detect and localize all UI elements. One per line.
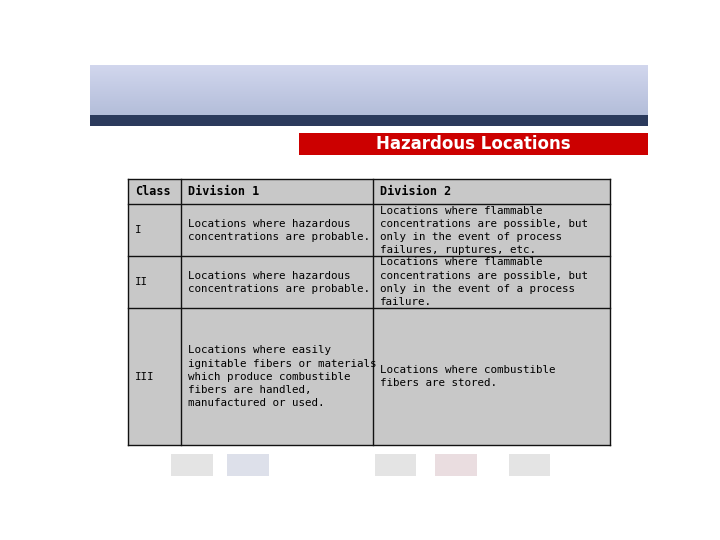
Bar	[374, 308, 610, 446]
Bar	[435, 205, 516, 256]
Bar	[90, 77, 648, 78]
Bar	[128, 308, 181, 446]
Bar	[90, 156, 648, 481]
Bar	[90, 97, 648, 98]
Text: Hazardous Locations: Hazardous Locations	[377, 135, 571, 153]
Bar	[90, 76, 648, 77]
Bar	[90, 96, 648, 97]
Bar	[90, 80, 648, 82]
Text: Locations where flammable
concentrations are possible, but
only in the event of : Locations where flammable concentrations…	[380, 206, 588, 255]
Bar	[181, 179, 374, 205]
Bar	[374, 454, 416, 476]
Bar	[90, 110, 648, 111]
Bar	[90, 94, 648, 96]
Bar	[90, 87, 648, 88]
Bar	[90, 112, 648, 113]
Bar	[374, 205, 610, 256]
Bar	[90, 113, 648, 114]
Text: III: III	[135, 372, 154, 382]
Bar	[90, 75, 648, 76]
Bar	[90, 126, 648, 133]
Text: Division 1: Division 1	[188, 185, 259, 198]
Bar	[90, 114, 648, 126]
Bar	[90, 92, 648, 93]
Bar	[181, 256, 374, 308]
Bar	[90, 93, 648, 94]
Bar	[90, 91, 648, 92]
Bar	[90, 107, 648, 108]
Bar	[90, 105, 648, 106]
Bar	[90, 88, 648, 89]
Bar	[90, 74, 648, 75]
Bar	[374, 179, 610, 205]
Bar	[227, 454, 269, 476]
Bar	[435, 256, 533, 308]
Bar	[128, 179, 181, 205]
Bar	[90, 89, 648, 90]
Bar	[90, 90, 648, 91]
Bar	[90, 106, 648, 107]
Bar	[374, 256, 610, 308]
Bar	[90, 73, 648, 74]
Bar	[90, 100, 648, 102]
Text: Class: Class	[135, 185, 170, 198]
Text: Locations where easily
ignitable fibers or materials
which produce combustible
f: Locations where easily ignitable fibers …	[188, 346, 376, 408]
Bar	[128, 205, 181, 256]
Text: Division 2: Division 2	[380, 185, 451, 198]
Bar	[90, 68, 648, 69]
Bar	[90, 86, 648, 87]
Bar	[90, 108, 648, 109]
Text: Locations where hazardous
concentrations are probable.: Locations where hazardous concentrations…	[188, 219, 369, 242]
Text: I: I	[135, 225, 141, 235]
Bar	[171, 454, 213, 476]
Bar	[181, 308, 374, 446]
Bar	[90, 71, 648, 72]
Bar	[90, 65, 648, 66]
Bar	[90, 99, 648, 100]
Bar	[503, 179, 556, 205]
Bar	[508, 454, 550, 476]
Bar	[90, 82, 648, 83]
Bar	[435, 454, 477, 476]
Bar	[300, 133, 648, 156]
Bar	[181, 205, 374, 256]
Text: Locations where hazardous
concentrations are probable.: Locations where hazardous concentrations…	[188, 271, 369, 294]
Bar	[90, 83, 648, 84]
Text: Locations where combustible
fibers are stored.: Locations where combustible fibers are s…	[380, 365, 556, 388]
Text: II: II	[135, 277, 148, 287]
Bar	[90, 69, 648, 70]
Bar	[90, 78, 648, 79]
Bar	[90, 70, 648, 71]
Bar	[128, 256, 181, 308]
Bar	[90, 85, 648, 86]
Bar	[90, 66, 648, 68]
Text: Locations where flammable
concentrations are possible, but
only in the event of : Locations where flammable concentrations…	[380, 258, 588, 307]
Bar	[90, 111, 648, 112]
Bar	[90, 102, 648, 103]
Bar	[90, 98, 648, 99]
Bar	[90, 104, 648, 105]
Bar	[90, 72, 648, 73]
Bar	[90, 79, 648, 80]
Bar	[90, 84, 648, 85]
Bar	[90, 103, 648, 104]
Bar	[90, 109, 648, 110]
